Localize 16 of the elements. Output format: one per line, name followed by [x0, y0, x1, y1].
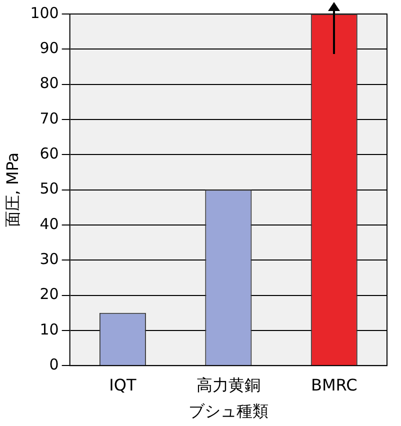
y-tick-label: 10 — [40, 320, 59, 338]
y-tick-label: 20 — [40, 285, 59, 304]
y-axis-title: 面圧, MPa — [2, 152, 22, 228]
y-tick-label: 70 — [40, 109, 59, 128]
y-tick-label: 90 — [40, 39, 59, 58]
x-tick-label: 高力黄銅 — [196, 375, 260, 394]
x-axis-title: ブシュ種類 — [188, 402, 268, 421]
y-tick-label: 0 — [49, 355, 59, 374]
x-tick-label: IQT — [109, 375, 136, 394]
y-tick-label: 50 — [40, 180, 59, 198]
y-tick-label: 40 — [40, 214, 59, 233]
x-tick-label: BMRC — [311, 375, 358, 394]
y-tick-label: 100 — [30, 4, 59, 22]
y-tick-label: 30 — [40, 250, 59, 268]
y-tick-label: 80 — [40, 74, 59, 92]
y-tick-label: 60 — [40, 144, 59, 163]
